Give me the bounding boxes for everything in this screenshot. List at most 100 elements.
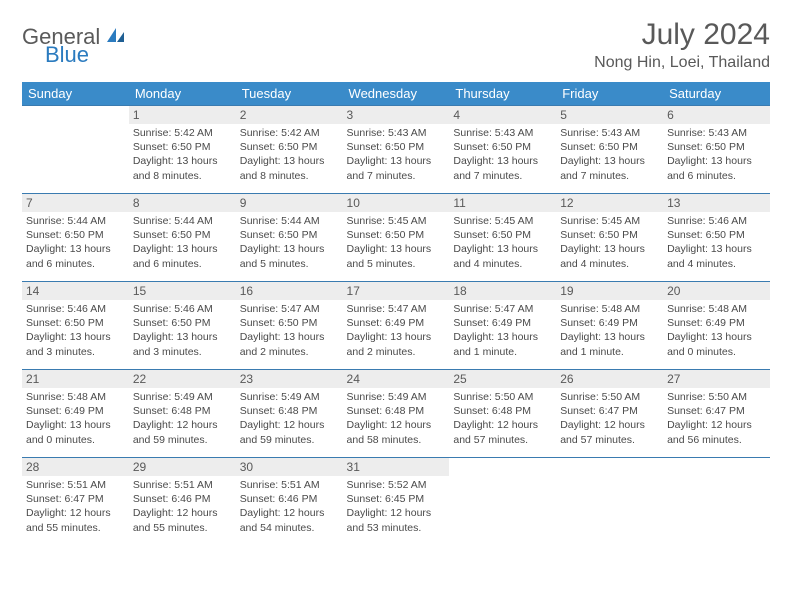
- day-info: Sunrise: 5:51 AMSunset: 6:46 PMDaylight:…: [236, 476, 343, 539]
- sail-icon: [105, 26, 127, 49]
- day-number: 13: [663, 194, 770, 212]
- day-cell: 24Sunrise: 5:49 AMSunset: 6:48 PMDayligh…: [343, 370, 450, 458]
- day-cell: [22, 106, 129, 194]
- day-number: 15: [129, 282, 236, 300]
- day-number: 23: [236, 370, 343, 388]
- day-number: 7: [22, 194, 129, 212]
- day-info: Sunrise: 5:47 AMSunset: 6:49 PMDaylight:…: [343, 300, 450, 363]
- day-cell: 19Sunrise: 5:48 AMSunset: 6:49 PMDayligh…: [556, 282, 663, 370]
- day-cell: 26Sunrise: 5:50 AMSunset: 6:47 PMDayligh…: [556, 370, 663, 458]
- day-cell: 29Sunrise: 5:51 AMSunset: 6:46 PMDayligh…: [129, 458, 236, 546]
- day-info: Sunrise: 5:46 AMSunset: 6:50 PMDaylight:…: [663, 212, 770, 275]
- day-info: Sunrise: 5:48 AMSunset: 6:49 PMDaylight:…: [556, 300, 663, 363]
- day-cell: 16Sunrise: 5:47 AMSunset: 6:50 PMDayligh…: [236, 282, 343, 370]
- day-header: Sunday: [22, 82, 129, 106]
- day-info: Sunrise: 5:51 AMSunset: 6:46 PMDaylight:…: [129, 476, 236, 539]
- header: General Blue July 2024 Nong Hin, Loei, T…: [22, 18, 770, 72]
- day-number: 18: [449, 282, 556, 300]
- day-cell: 25Sunrise: 5:50 AMSunset: 6:48 PMDayligh…: [449, 370, 556, 458]
- day-cell: [449, 458, 556, 546]
- day-cell: 9Sunrise: 5:44 AMSunset: 6:50 PMDaylight…: [236, 194, 343, 282]
- day-cell: 10Sunrise: 5:45 AMSunset: 6:50 PMDayligh…: [343, 194, 450, 282]
- day-info: Sunrise: 5:51 AMSunset: 6:47 PMDaylight:…: [22, 476, 129, 539]
- day-number: 27: [663, 370, 770, 388]
- day-number: 24: [343, 370, 450, 388]
- day-number: 30: [236, 458, 343, 476]
- calendar-table: SundayMondayTuesdayWednesdayThursdayFrid…: [22, 82, 770, 546]
- day-info: Sunrise: 5:50 AMSunset: 6:47 PMDaylight:…: [556, 388, 663, 451]
- day-info: Sunrise: 5:42 AMSunset: 6:50 PMDaylight:…: [129, 124, 236, 187]
- day-cell: 3Sunrise: 5:43 AMSunset: 6:50 PMDaylight…: [343, 106, 450, 194]
- day-number: 21: [22, 370, 129, 388]
- day-cell: 27Sunrise: 5:50 AMSunset: 6:47 PMDayligh…: [663, 370, 770, 458]
- day-info: Sunrise: 5:49 AMSunset: 6:48 PMDaylight:…: [129, 388, 236, 451]
- day-info: Sunrise: 5:49 AMSunset: 6:48 PMDaylight:…: [236, 388, 343, 451]
- week-row: 21Sunrise: 5:48 AMSunset: 6:49 PMDayligh…: [22, 370, 770, 458]
- day-cell: 6Sunrise: 5:43 AMSunset: 6:50 PMDaylight…: [663, 106, 770, 194]
- day-cell: 4Sunrise: 5:43 AMSunset: 6:50 PMDaylight…: [449, 106, 556, 194]
- day-number: 3: [343, 106, 450, 124]
- day-number: 22: [129, 370, 236, 388]
- day-info: Sunrise: 5:43 AMSunset: 6:50 PMDaylight:…: [449, 124, 556, 187]
- day-number: 19: [556, 282, 663, 300]
- day-info: Sunrise: 5:44 AMSunset: 6:50 PMDaylight:…: [22, 212, 129, 275]
- title-block: July 2024 Nong Hin, Loei, Thailand: [594, 18, 770, 72]
- day-number: 8: [129, 194, 236, 212]
- week-row: 28Sunrise: 5:51 AMSunset: 6:47 PMDayligh…: [22, 458, 770, 546]
- day-info: Sunrise: 5:45 AMSunset: 6:50 PMDaylight:…: [449, 212, 556, 275]
- day-number: 6: [663, 106, 770, 124]
- day-number: 9: [236, 194, 343, 212]
- day-header: Tuesday: [236, 82, 343, 106]
- day-info: Sunrise: 5:48 AMSunset: 6:49 PMDaylight:…: [663, 300, 770, 363]
- day-info: Sunrise: 5:43 AMSunset: 6:50 PMDaylight:…: [556, 124, 663, 187]
- day-cell: 17Sunrise: 5:47 AMSunset: 6:49 PMDayligh…: [343, 282, 450, 370]
- day-info: Sunrise: 5:42 AMSunset: 6:50 PMDaylight:…: [236, 124, 343, 187]
- day-cell: 18Sunrise: 5:47 AMSunset: 6:49 PMDayligh…: [449, 282, 556, 370]
- day-cell: 2Sunrise: 5:42 AMSunset: 6:50 PMDaylight…: [236, 106, 343, 194]
- day-info: Sunrise: 5:50 AMSunset: 6:48 PMDaylight:…: [449, 388, 556, 451]
- day-info: Sunrise: 5:46 AMSunset: 6:50 PMDaylight:…: [22, 300, 129, 363]
- day-number: 26: [556, 370, 663, 388]
- day-info: Sunrise: 5:46 AMSunset: 6:50 PMDaylight:…: [129, 300, 236, 363]
- day-number: 4: [449, 106, 556, 124]
- day-cell: [663, 458, 770, 546]
- logo-text-blue: Blue: [45, 42, 89, 67]
- day-cell: 21Sunrise: 5:48 AMSunset: 6:49 PMDayligh…: [22, 370, 129, 458]
- week-row: 1Sunrise: 5:42 AMSunset: 6:50 PMDaylight…: [22, 106, 770, 194]
- day-cell: 12Sunrise: 5:45 AMSunset: 6:50 PMDayligh…: [556, 194, 663, 282]
- day-header: Wednesday: [343, 82, 450, 106]
- day-cell: 23Sunrise: 5:49 AMSunset: 6:48 PMDayligh…: [236, 370, 343, 458]
- day-number: 16: [236, 282, 343, 300]
- day-header: Saturday: [663, 82, 770, 106]
- day-number: 25: [449, 370, 556, 388]
- logo: General Blue: [22, 24, 127, 50]
- day-number: 14: [22, 282, 129, 300]
- day-number: 1: [129, 106, 236, 124]
- day-number: 17: [343, 282, 450, 300]
- day-cell: 31Sunrise: 5:52 AMSunset: 6:45 PMDayligh…: [343, 458, 450, 546]
- day-info: Sunrise: 5:50 AMSunset: 6:47 PMDaylight:…: [663, 388, 770, 451]
- day-cell: 22Sunrise: 5:49 AMSunset: 6:48 PMDayligh…: [129, 370, 236, 458]
- day-cell: 15Sunrise: 5:46 AMSunset: 6:50 PMDayligh…: [129, 282, 236, 370]
- day-number: 20: [663, 282, 770, 300]
- month-title: July 2024: [594, 18, 770, 52]
- day-info: Sunrise: 5:48 AMSunset: 6:49 PMDaylight:…: [22, 388, 129, 451]
- day-info: Sunrise: 5:47 AMSunset: 6:50 PMDaylight:…: [236, 300, 343, 363]
- day-cell: 20Sunrise: 5:48 AMSunset: 6:49 PMDayligh…: [663, 282, 770, 370]
- day-number: 29: [129, 458, 236, 476]
- day-header: Friday: [556, 82, 663, 106]
- day-number: 28: [22, 458, 129, 476]
- day-number: 10: [343, 194, 450, 212]
- day-number: 12: [556, 194, 663, 212]
- day-info: Sunrise: 5:44 AMSunset: 6:50 PMDaylight:…: [236, 212, 343, 275]
- day-number: 2: [236, 106, 343, 124]
- day-number: 31: [343, 458, 450, 476]
- day-header: Monday: [129, 82, 236, 106]
- day-cell: 1Sunrise: 5:42 AMSunset: 6:50 PMDaylight…: [129, 106, 236, 194]
- day-info: Sunrise: 5:43 AMSunset: 6:50 PMDaylight:…: [343, 124, 450, 187]
- day-cell: 13Sunrise: 5:46 AMSunset: 6:50 PMDayligh…: [663, 194, 770, 282]
- day-cell: 8Sunrise: 5:44 AMSunset: 6:50 PMDaylight…: [129, 194, 236, 282]
- day-info: Sunrise: 5:43 AMSunset: 6:50 PMDaylight:…: [663, 124, 770, 187]
- day-cell: 5Sunrise: 5:43 AMSunset: 6:50 PMDaylight…: [556, 106, 663, 194]
- day-cell: 14Sunrise: 5:46 AMSunset: 6:50 PMDayligh…: [22, 282, 129, 370]
